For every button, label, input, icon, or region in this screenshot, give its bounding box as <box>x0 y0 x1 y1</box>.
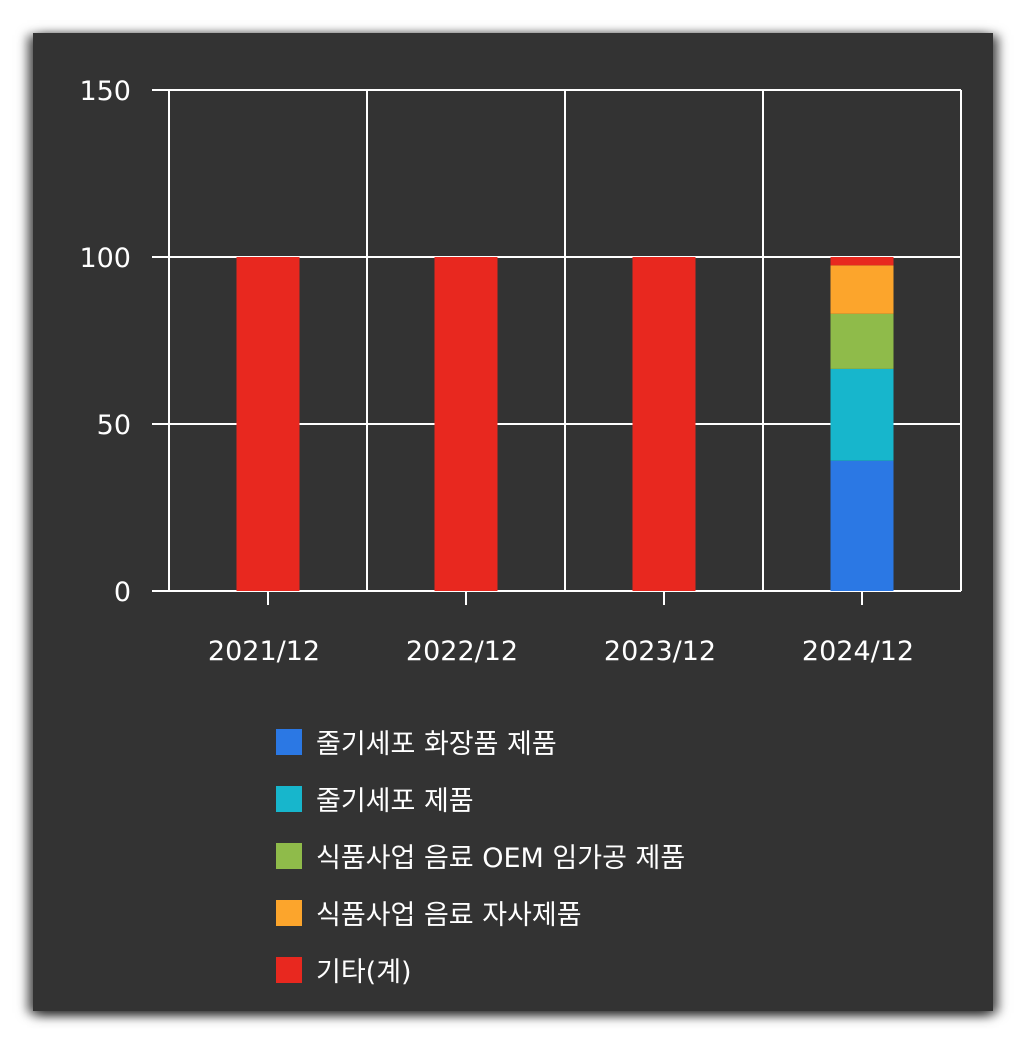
legend-swatch <box>276 842 302 869</box>
y-tick-label: 50 <box>97 410 131 441</box>
legend-swatch <box>276 785 302 812</box>
bar-segment <box>236 257 300 591</box>
y-axis-ticks: 0 50 100 150 <box>79 76 169 608</box>
legend-label: 줄기세포 제품 <box>316 786 474 817</box>
x-tick-label: 2022/12 <box>406 636 518 667</box>
legend-swatch <box>276 728 302 755</box>
legend-item: 줄기세포 화장품 제품 <box>276 713 746 770</box>
legend-swatch <box>276 899 302 926</box>
bar-segment <box>830 257 894 266</box>
legend-item: 식품사업 음료 자사제품 <box>276 884 746 941</box>
x-axis-ticks: 2021/12 2022/12 2023/12 2024/12 <box>208 591 914 667</box>
x-tick-label: 2021/12 <box>208 636 320 667</box>
x-tick-label: 2024/12 <box>802 636 914 667</box>
y-tick-label: 0 <box>114 577 131 608</box>
legend-label: 식품사업 음료 자사제품 <box>316 900 582 931</box>
bar-segment <box>830 460 894 591</box>
legend-label: 기타(계) <box>316 957 412 988</box>
legend-swatch <box>276 956 302 983</box>
y-tick-label: 100 <box>79 243 131 274</box>
bars <box>236 257 894 591</box>
bar-segment <box>434 257 498 591</box>
legend-label: 식품사업 음료 OEM 임가공 제품 <box>316 843 686 874</box>
legend-item: 줄기세포 제품 <box>276 770 746 827</box>
y-tick-label: 150 <box>79 76 131 107</box>
bar-segment <box>632 257 696 591</box>
legend-item: 식품사업 음료 OEM 임가공 제품 <box>276 827 746 884</box>
legend-item: 기타(계) <box>276 941 746 998</box>
bar-segment <box>830 313 894 369</box>
legend-label: 줄기세포 화장품 제품 <box>316 729 557 760</box>
grid <box>168 89 962 592</box>
x-tick-label: 2023/12 <box>604 636 716 667</box>
bar-segment <box>830 265 894 314</box>
bar-segment <box>830 368 894 461</box>
